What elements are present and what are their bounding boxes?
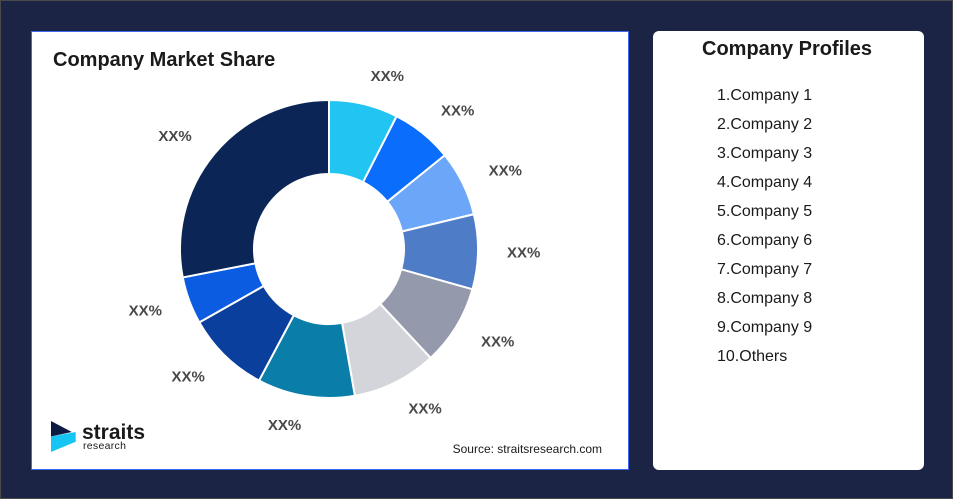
svg-text:XX%: XX% (489, 162, 522, 179)
svg-text:XX%: XX% (158, 128, 191, 145)
svg-text:XX%: XX% (371, 68, 404, 85)
svg-text:XX%: XX% (268, 417, 301, 434)
svg-text:XX%: XX% (171, 369, 204, 386)
svg-text:XX%: XX% (129, 303, 162, 320)
svg-text:XX%: XX% (441, 103, 474, 120)
svg-text:XX%: XX% (507, 244, 540, 261)
svg-text:XX%: XX% (481, 334, 514, 351)
svg-text:XX%: XX% (408, 400, 441, 417)
